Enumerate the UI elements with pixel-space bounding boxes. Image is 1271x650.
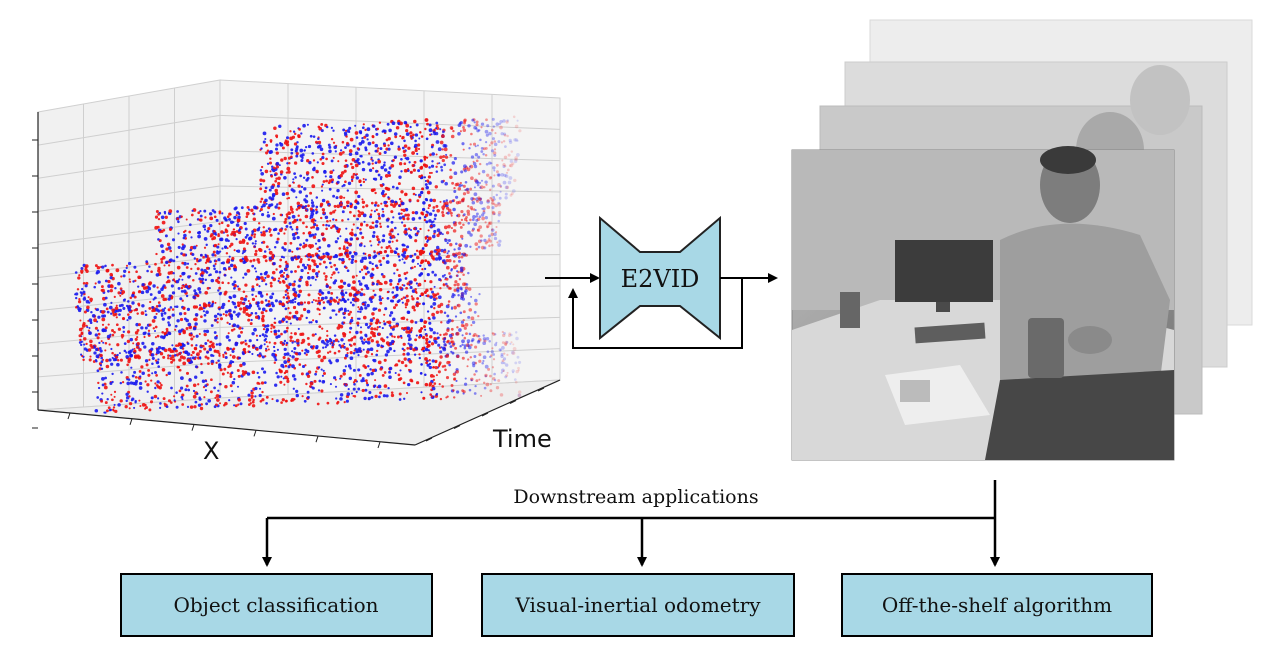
recurrent-loop (568, 278, 743, 349)
app-box-visual-inertial-odometry: Visual-inertial odometry (481, 573, 795, 637)
event-cloud-plot: X Time (32, 79, 561, 465)
app-label-1: Visual-inertial odometry (514, 593, 761, 617)
app-box-off-the-shelf-algorithm: Off-the-shelf algorithm (841, 573, 1153, 637)
event-points (74, 115, 522, 414)
reconstructed-frames (791, 19, 1253, 461)
app-box-object-classification: Object classification (120, 573, 433, 637)
e2vid-block: E2VID (545, 215, 778, 349)
downstream-section: Downstream applications Object classific… (120, 480, 1153, 637)
app-label-2: Off-the-shelf algorithm (882, 593, 1112, 617)
time-axis-label: Time (492, 425, 552, 453)
downstream-title: Downstream applications (513, 486, 758, 508)
x-axis-label: X (203, 437, 219, 465)
app-label-0: Object classification (173, 593, 378, 617)
e2vid-label: E2VID (621, 265, 700, 293)
frame-1 (791, 146, 1175, 461)
e2vid-network-shape (599, 215, 721, 341)
